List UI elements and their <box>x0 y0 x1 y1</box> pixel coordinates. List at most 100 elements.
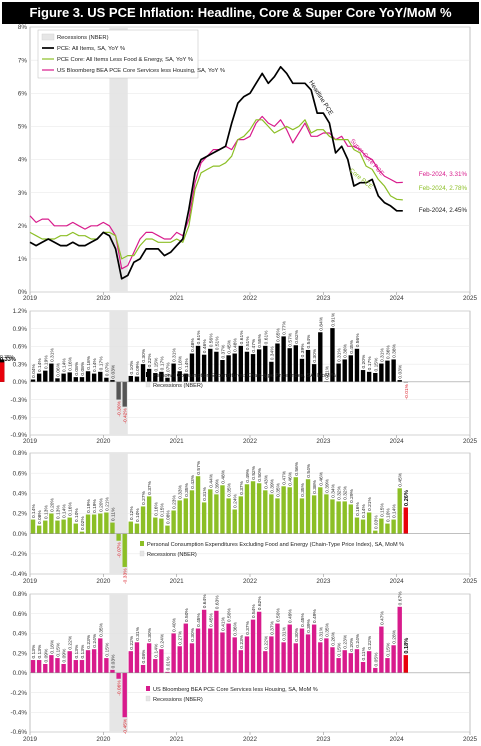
bar <box>269 361 274 382</box>
bar-value-label: 0.11% <box>361 646 367 660</box>
bar <box>183 373 188 382</box>
bar <box>305 349 311 382</box>
bar <box>318 332 323 382</box>
bar <box>140 664 146 673</box>
y-tick-label: 0.9% <box>13 326 28 333</box>
x-tick-label: 2021 <box>170 438 185 445</box>
y-tick-label: 0.8% <box>13 591 28 598</box>
bar <box>354 517 360 534</box>
bar <box>73 660 78 673</box>
bar-value-label: 0.16% <box>68 356 74 371</box>
legend-swatch <box>145 381 151 388</box>
bar-value-label: 0.32% <box>343 485 349 500</box>
bar <box>324 381 329 382</box>
bar-value-label: 0.32% <box>337 485 343 500</box>
bar <box>49 655 54 673</box>
bar <box>299 628 305 673</box>
bar <box>360 370 366 382</box>
bar-value-label: 0.26% <box>404 490 410 506</box>
bar <box>128 375 133 382</box>
bar <box>250 481 256 534</box>
bar-value-label: 0.21% <box>367 496 373 511</box>
bar <box>275 498 280 534</box>
bar-value-label: 0.34% <box>330 483 336 498</box>
bar <box>214 610 219 673</box>
bar-value-label: 0.46% <box>318 471 324 486</box>
bar <box>91 373 97 382</box>
bar <box>30 660 36 673</box>
bar-value-label: 0.39% <box>214 478 220 493</box>
bar-value-label: 0.63% <box>214 595 220 610</box>
bar <box>91 514 97 534</box>
bar-value-label: 0.35% <box>275 482 281 497</box>
bar <box>348 504 353 534</box>
bar <box>189 490 195 534</box>
bar <box>397 380 402 382</box>
bar-value-label: 0.43% <box>263 474 269 489</box>
bar <box>232 637 237 673</box>
bar-value-label: 0.18% <box>86 355 92 370</box>
bar-value-label: 0.48% <box>190 337 196 352</box>
bar-value-label: 0.30% <box>190 627 196 642</box>
series-line-3 <box>29 115 403 270</box>
bar <box>336 658 341 673</box>
bar-value-label: 0.18% <box>49 639 55 654</box>
legend-entry: Recessions (NBER) <box>153 383 203 389</box>
bar <box>36 660 42 673</box>
bar <box>201 502 207 534</box>
legend: Personal Consumption Expenditures Exclud… <box>139 541 404 558</box>
bar <box>67 651 72 673</box>
bar <box>104 658 109 673</box>
bar <box>311 495 317 534</box>
bar-value-label: 0.20% <box>98 497 104 512</box>
bar <box>177 371 182 382</box>
bar-value-label: 0.36% <box>233 621 239 636</box>
bar <box>183 623 188 673</box>
bar-value-label: 0.23% <box>86 634 92 649</box>
bar <box>324 638 329 673</box>
bar <box>263 651 268 673</box>
bar-value-label: 0.35% <box>98 622 104 637</box>
x-tick-label: 2025 <box>463 736 478 743</box>
series-end-label: Feb-2024, 3.31% <box>419 171 468 178</box>
bar-value-label: 0.23% <box>172 494 178 509</box>
bar <box>79 531 85 534</box>
y-tick-label: 3% <box>18 190 28 197</box>
bar-value-label: 0.49% <box>245 468 251 483</box>
bar <box>360 662 366 673</box>
bar-value-label: 0.08% <box>37 510 43 525</box>
bar <box>379 626 384 673</box>
legend-entry: PCE: All Items, SA, YoY % <box>57 46 125 52</box>
bar <box>232 509 237 534</box>
bar <box>226 355 231 382</box>
bar <box>311 624 317 673</box>
bar-value-label: 0.17% <box>367 356 373 371</box>
bar <box>122 381 127 407</box>
y-tick-label: -0.4% <box>11 709 28 716</box>
bar-value-label: 0.38% <box>312 479 318 494</box>
bar <box>391 519 396 534</box>
series-end-label: Feb-2024, 2.45% <box>419 207 468 214</box>
x-tick-label: 2021 <box>170 578 185 585</box>
bar-value-label: 0.91% <box>330 312 336 327</box>
bar <box>104 512 109 534</box>
bar-value-label: 0.38% <box>343 343 349 358</box>
bar-value-label: 0.08% <box>141 649 147 664</box>
bar-value-label: 0.20% <box>349 637 355 652</box>
x-tick-label: 2020 <box>96 578 111 585</box>
bar-value-label: 0.61% <box>239 330 245 345</box>
bar-value-label: 0.13% <box>80 644 86 659</box>
y-tick-label: 0% <box>18 289 28 296</box>
bar <box>55 658 60 673</box>
bar-value-label: 0.31% <box>282 626 288 641</box>
bar-value-label: 0.50% <box>257 467 263 482</box>
bar-value-label: 0.41% <box>220 616 226 631</box>
bar-value-label: 0.13% <box>43 505 49 520</box>
bar-value-label: 0.48% <box>233 337 239 352</box>
legend-swatch <box>146 686 150 691</box>
bar <box>256 483 262 534</box>
x-tick-label: 2021 <box>170 295 185 302</box>
bar <box>281 486 286 534</box>
bar-value-label: 0.44% <box>208 473 214 488</box>
bar <box>348 355 353 382</box>
